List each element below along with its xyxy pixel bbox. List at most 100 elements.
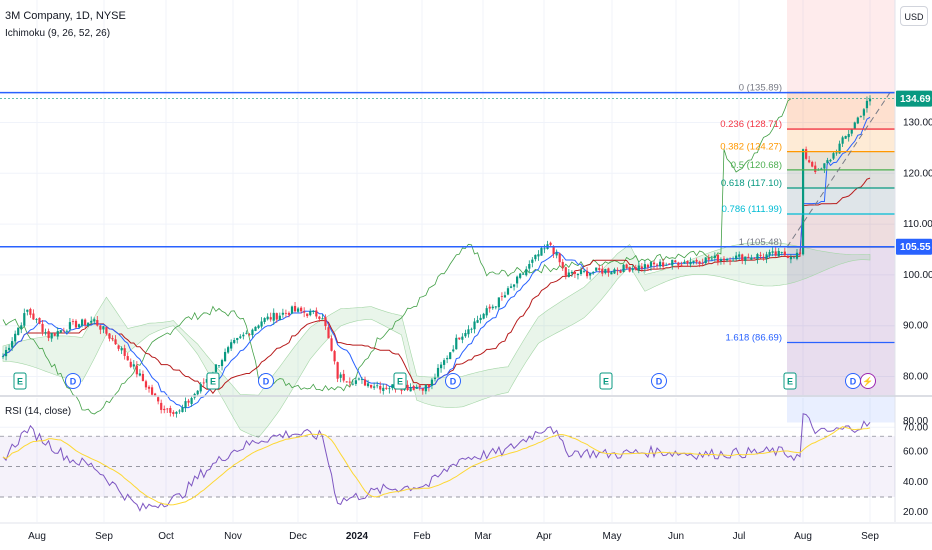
- candle-body: [811, 161, 814, 167]
- time-axis-label: Feb: [413, 531, 431, 542]
- time-axis-label: Mar: [474, 531, 492, 542]
- candle-body: [759, 254, 762, 256]
- candle-body: [379, 385, 382, 390]
- dividend-marker: [65, 373, 81, 389]
- candle-body: [214, 364, 218, 372]
- candle-body: [443, 360, 446, 365]
- candle-body: [415, 386, 418, 389]
- candle-body: [135, 365, 138, 375]
- candle-body: [805, 149, 808, 159]
- candle-body: [446, 358, 449, 360]
- candle-body: [99, 325, 102, 330]
- candle-body: [163, 408, 166, 411]
- candle-body: [844, 136, 847, 139]
- event-marker-text: ⚡: [862, 376, 873, 388]
- candle-body: [683, 261, 686, 264]
- candle-body: [689, 261, 692, 265]
- candle-body: [680, 264, 683, 266]
- rsi-tick-label: 60.00: [903, 446, 928, 457]
- candle-body: [187, 400, 190, 403]
- candle-body: [741, 254, 744, 261]
- candle-body: [652, 262, 656, 265]
- candle-body: [424, 384, 427, 392]
- candle-body: [436, 367, 440, 377]
- candle-body: [321, 318, 324, 320]
- candle-body: [640, 266, 643, 269]
- candle-body: [585, 270, 589, 277]
- candle-body: [732, 260, 735, 262]
- candle-body: [713, 255, 716, 258]
- candle-body: [692, 260, 695, 263]
- candle-body: [59, 330, 62, 333]
- candle-body: [753, 258, 756, 259]
- candle-body: [129, 361, 132, 367]
- candle-body: [677, 262, 680, 266]
- candle-body: [284, 312, 288, 314]
- fib-band: [787, 129, 895, 152]
- candle-body: [199, 383, 202, 392]
- candle-body: [272, 312, 275, 321]
- candle-body: [77, 324, 81, 328]
- candle-body: [53, 333, 56, 336]
- candle-body: [68, 322, 72, 330]
- candle-body: [87, 322, 90, 327]
- candle-body: [628, 267, 631, 272]
- candle-body: [455, 337, 458, 350]
- time-axis-label: Apr: [536, 531, 552, 542]
- candle-body: [50, 333, 53, 339]
- candle-body: [178, 410, 181, 412]
- candle-body: [555, 252, 558, 256]
- time-axis-label: Sep: [95, 531, 113, 542]
- candle-body: [814, 165, 817, 173]
- candle-body: [646, 264, 650, 268]
- candle-body: [744, 256, 747, 262]
- candle-body: [254, 326, 257, 331]
- candle-body: [859, 116, 862, 118]
- candle-body: [719, 259, 723, 262]
- candle-body: [716, 254, 719, 262]
- candle-body: [710, 258, 713, 260]
- candle-body: [363, 379, 367, 386]
- candle-body: [23, 313, 26, 326]
- candle-body: [172, 412, 175, 415]
- candle-body: [296, 308, 300, 312]
- candle-body: [512, 284, 516, 287]
- time-axis-label: May: [603, 531, 622, 542]
- candle-body: [306, 313, 309, 317]
- candle-body: [369, 384, 373, 388]
- candle-body: [400, 389, 403, 391]
- time-axis-label: Dec: [289, 531, 307, 542]
- rsi-label[interactable]: RSI (14, close): [5, 406, 72, 417]
- candle-body: [479, 317, 482, 321]
- event-marker-text: D: [70, 377, 77, 387]
- candle-body: [747, 256, 750, 259]
- candle-body: [552, 246, 555, 254]
- candle-body: [315, 310, 318, 317]
- candle-body: [242, 334, 245, 337]
- candle-body: [506, 288, 510, 295]
- candle-body: [373, 386, 376, 388]
- candle-body: [26, 309, 29, 312]
- price-tick-label: 100.00: [903, 270, 932, 281]
- candle-body: [850, 129, 853, 134]
- candle-body: [595, 267, 598, 271]
- event-marker-text: D: [850, 377, 857, 387]
- candle-body: [610, 272, 613, 275]
- candle-body: [144, 381, 148, 388]
- ichimoku-label[interactable]: Ichimoku (9, 26, 52, 26): [5, 28, 111, 39]
- event-marker-text: D: [263, 377, 270, 387]
- candle-body: [482, 313, 485, 319]
- chart-title: 3M Company, 1D, NYSE: [5, 10, 126, 22]
- candle-body: [625, 264, 628, 269]
- candle-body: [494, 306, 497, 308]
- fib-band: [787, 169, 895, 189]
- candle-body: [114, 339, 117, 345]
- currency-button[interactable]: USD: [900, 6, 928, 26]
- candle-body: [123, 348, 126, 356]
- candle-body: [631, 268, 634, 271]
- candle-body: [777, 250, 780, 257]
- candle-body: [120, 348, 123, 351]
- candle-body: [293, 305, 297, 312]
- candle-body: [865, 100, 869, 109]
